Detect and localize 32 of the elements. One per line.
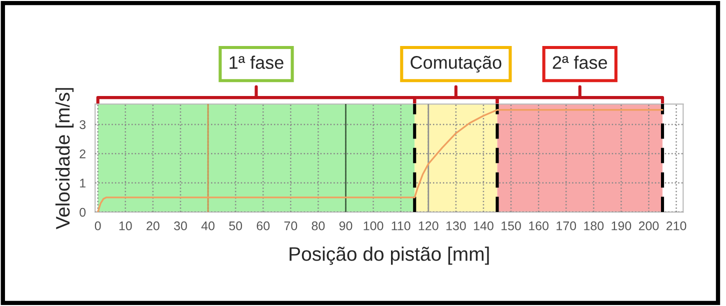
y-tick-label: 2: [80, 149, 86, 158]
x-tick-label: 70: [284, 221, 298, 230]
x-tick-label: 170: [556, 221, 576, 230]
y-tick-label: 1: [80, 178, 86, 188]
x-tick-label: 30: [174, 221, 187, 230]
x-tick-label: 40: [201, 221, 214, 230]
x-tick-label: 160: [529, 221, 548, 230]
x-tick-label: 10: [119, 221, 132, 230]
x-tick-label: 0: [94, 221, 101, 230]
x-tick-label: 150: [502, 221, 521, 230]
x-tick-label: 210: [666, 221, 686, 230]
x-tick-label: 20: [146, 221, 160, 230]
x-tick-label: 180: [584, 221, 604, 230]
x-tick-label: 90: [339, 221, 352, 230]
x-tick-label: 190: [612, 221, 632, 230]
y-axis-title: Velocidade [m/s]: [55, 88, 74, 230]
band-label: Comutação: [410, 56, 502, 72]
x-tick-label: 50: [229, 221, 242, 230]
x-tick-label: 130: [446, 221, 466, 230]
x-tick-label: 110: [392, 221, 410, 230]
x-tick-label: 80: [312, 221, 325, 230]
x-tick-label: 140: [474, 221, 494, 230]
x-tick-label: 100: [364, 221, 384, 230]
x-axis-title: Posição do pistão [mm]: [290, 246, 489, 265]
x-tick-label: 120: [418, 221, 438, 230]
band-label: 2ª fase: [552, 56, 608, 69]
y-tick-label: 0: [80, 208, 86, 217]
y-tick-label: 3: [80, 120, 86, 130]
band-label: 1ª fase: [230, 56, 284, 69]
x-tick-label: 200: [638, 221, 659, 230]
x-tick-label: 60: [256, 221, 270, 230]
line-series: [97, 109, 664, 212]
